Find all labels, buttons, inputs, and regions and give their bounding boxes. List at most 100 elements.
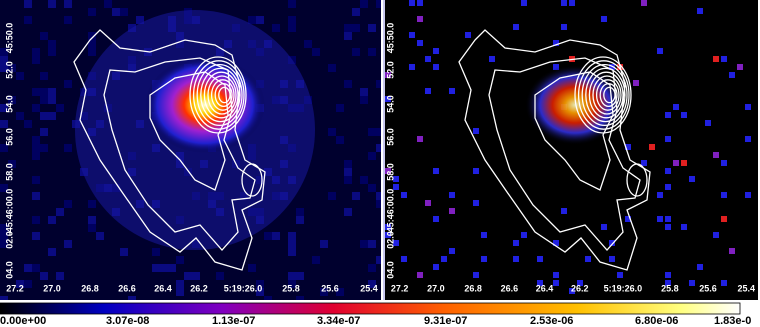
noise-pixel: [376, 0, 381, 8]
noise-pixel: [248, 264, 256, 272]
noise-pixel: [657, 216, 663, 222]
noise-pixel: [521, 232, 527, 238]
noise-pixel: [360, 176, 368, 184]
noise-pixel: [713, 152, 719, 158]
contour: [595, 79, 620, 111]
noise-pixel: [88, 32, 96, 40]
colorbar-label: 3.34e-07: [317, 315, 360, 327]
x-tick-label: 27.0: [427, 283, 445, 293]
noise-pixel: [288, 248, 296, 256]
noise-pixel: [721, 192, 727, 198]
contour: [603, 86, 616, 104]
noise-pixel: [657, 48, 663, 54]
noise-pixel: [8, 64, 16, 72]
noise-pixel: [609, 256, 615, 262]
noise-pixel: [40, 32, 48, 40]
noise-pixel: [609, 64, 615, 70]
noise-pixel: [0, 48, 8, 56]
noise-pixel: [32, 152, 40, 160]
noise-pixel: [344, 160, 352, 168]
noise-pixel: [32, 136, 40, 144]
noise-pixel: [328, 64, 336, 72]
noise-pixel: [513, 256, 519, 262]
contour: [577, 60, 630, 130]
noise-pixel: [441, 256, 447, 262]
noise-pixel: [40, 96, 48, 104]
noise-pixel: [393, 176, 399, 182]
noise-pixel: [8, 96, 16, 104]
noise-pixel: [160, 264, 168, 272]
x-tick-label: 5:19:26.0: [604, 283, 643, 293]
contour: [73, 29, 266, 271]
noise-pixel: [24, 16, 32, 24]
noise-pixel: [665, 184, 671, 190]
noise-pixel: [697, 8, 703, 14]
noise-pixel: [24, 120, 32, 128]
noise-pixel: [32, 216, 40, 224]
noise-pixel: [417, 0, 423, 6]
noise-pixel: [665, 280, 671, 286]
noise-pixel: [433, 264, 439, 270]
noise-pixel: [713, 56, 719, 62]
y-tick-label: 56.0: [4, 128, 14, 146]
noise-pixel: [360, 88, 368, 96]
noise-pixel: [409, 64, 415, 70]
divider: [383, 0, 385, 300]
noise-pixel: [88, 224, 96, 232]
noise-pixel: [32, 264, 40, 272]
noise-pixel: [433, 64, 439, 70]
noise-pixel: [96, 232, 104, 240]
y-tick-label: 58.0: [385, 163, 395, 181]
noise-pixel: [368, 264, 376, 272]
noise-pixel: [745, 192, 751, 198]
noise-pixel: [24, 0, 32, 8]
noise-pixel: [168, 264, 176, 272]
noise-pixel: [64, 200, 72, 208]
noise-pixel: [449, 192, 455, 198]
noise-pixel: [393, 184, 399, 190]
noise-pixel: [256, 280, 264, 288]
noise-pixel: [48, 40, 56, 48]
noise-pixel: [681, 160, 687, 166]
x-tick-label: 27.2: [391, 283, 409, 293]
noise-pixel: [729, 248, 735, 254]
noise-pixel: [368, 280, 376, 288]
noise-pixel: [344, 24, 352, 32]
noise-pixel: [320, 240, 328, 248]
contour: [592, 75, 622, 115]
x-tick-label: 25.6: [321, 283, 339, 293]
noise-pixel: [216, 272, 224, 280]
noise-pixel: [553, 64, 559, 70]
noise-pixel: [625, 144, 631, 150]
noise-pixel: [256, 16, 264, 24]
noise-pixel: [56, 272, 64, 280]
x-tick-label: 26.4: [154, 283, 172, 293]
noise-pixel: [376, 128, 381, 136]
noise-pixel: [713, 232, 719, 238]
noise-pixel: [561, 24, 567, 30]
noise-pixel: [433, 216, 439, 222]
noise-pixel: [176, 256, 184, 264]
noise-pixel: [697, 264, 703, 270]
noise-pixel: [344, 176, 352, 184]
noise-pixel: [352, 48, 360, 56]
noise-pixel: [288, 16, 296, 24]
noise-pixel: [0, 144, 8, 152]
noise-pixel: [433, 48, 439, 54]
noise-pixel: [88, 216, 96, 224]
contour: [203, 71, 239, 119]
noise-pixel: [40, 72, 48, 80]
noise-pixel: [24, 264, 32, 272]
noise-pixel: [344, 208, 352, 216]
noise-pixel: [513, 240, 519, 246]
contours: [73, 29, 266, 271]
noise-pixel: [425, 88, 431, 94]
contour: [488, 57, 641, 251]
noise-pixel: [360, 0, 368, 8]
contour: [210, 79, 235, 111]
x-tick-label: 26.8: [81, 283, 99, 293]
noise-pixel: [296, 208, 304, 216]
contour: [599, 82, 618, 108]
noise-pixel: [385, 232, 391, 238]
y-tick-label: 56.0: [385, 128, 395, 146]
